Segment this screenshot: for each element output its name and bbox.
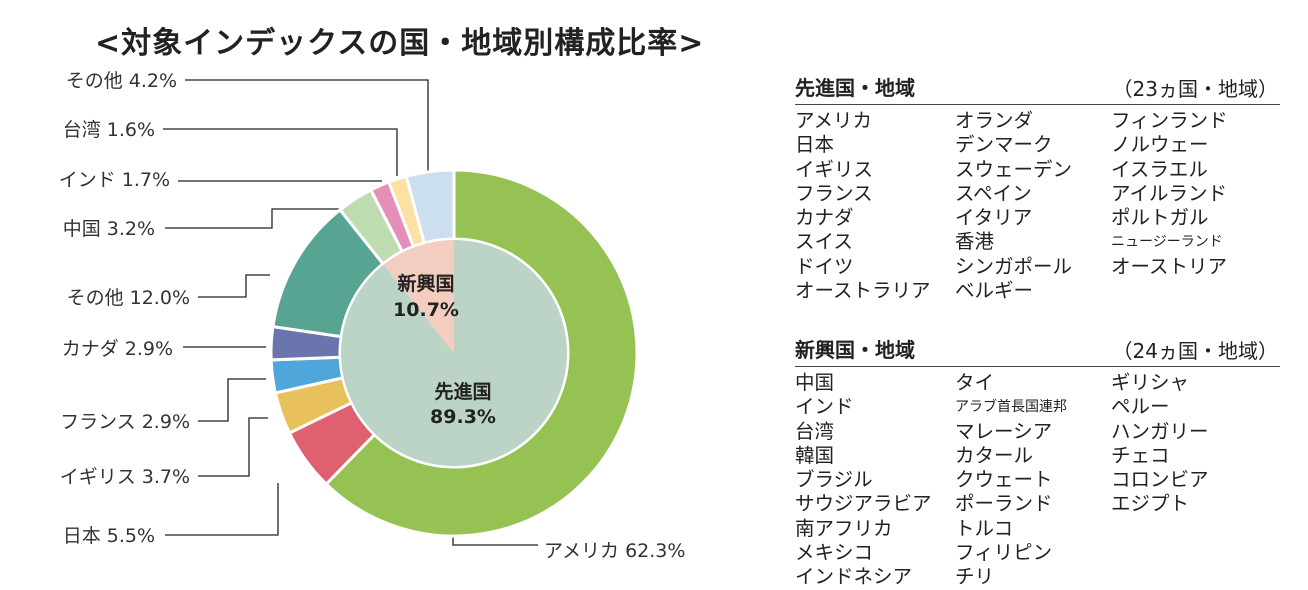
emerging-country-item: ペルー	[1111, 395, 1170, 419]
developed-country-item: イギリス	[795, 157, 874, 181]
leader-line-1	[165, 483, 279, 536]
developed-title: 先進国・地域	[795, 76, 915, 100]
developed-column-0: アメリカ 日本 イギリス フランス カナダ スイス ドイツ オーストラリア	[795, 109, 931, 303]
developed-country-item: デンマーク	[955, 133, 1053, 157]
emerging-country-item: トルコ	[955, 516, 1014, 540]
emerging-country-item: エジプト	[1111, 492, 1190, 516]
donut-chart: 先進国 89.3% 新興国 10.7% アメリカ 62.3% 日本 5.5% イギリス 3.…	[59, 70, 686, 562]
emerging-country-item: チリ	[955, 565, 995, 589]
emerging-country-item: 南アフリカ	[795, 516, 893, 540]
emerging-country-item: ブラジル	[795, 468, 873, 492]
emerging-country-item: ギリシャ	[1111, 371, 1190, 394]
developed-country-item: ノルウェー	[1111, 133, 1209, 157]
developed-country-item: フランス	[795, 181, 873, 205]
emerging-country-item: マレーシア	[955, 419, 1053, 443]
leader-line-8	[163, 128, 398, 176]
developed-count: （23ヵ国・地域）	[1112, 77, 1278, 101]
outer-ring	[269, 168, 639, 538]
developed-country-item: スペイン	[955, 181, 1032, 205]
emerging-country-item: 台湾	[795, 419, 835, 443]
leader-line-9	[185, 79, 429, 173]
emerging-country-item: サウジアラビア	[795, 492, 932, 516]
slice-labels: 先進国 89.3% 新興国 10.7% アメリカ 62.3% 日本 5.5% イギリス 3.…	[59, 70, 686, 562]
developed-country-item: シンガポール	[955, 254, 1073, 278]
developed-country-item: アイルランド	[1111, 181, 1228, 205]
developed-country-item: オーストラリア	[795, 279, 931, 303]
developed-country-item: スウェーデン	[955, 157, 1073, 181]
emerging-country-item: 中国	[795, 371, 835, 394]
emerging-country-item: フィリピン	[955, 541, 1053, 565]
emerging-country-item: ポーランド	[955, 492, 1053, 516]
developed-country-item: フィンランド	[1111, 109, 1228, 132]
emerging-country-item: カタール	[955, 443, 1034, 467]
developed-country-item: ドイツ	[795, 254, 854, 278]
outer-label-5: その他 12.0%	[67, 287, 190, 309]
leader-lines	[163, 79, 538, 546]
emerging-count: （24ヵ国・地域）	[1112, 339, 1278, 363]
developed-column-2: フィンランド ノルウェー イスラエル アイルランド ポルトガルニュージーランドオーストリ…	[1111, 109, 1228, 279]
developed-country-item: ポルトガル	[1111, 206, 1209, 230]
emerging-column-1: タイアラブ首長国連邦マレーシア カタール クウェート ポーランド トルコ フィリピン チリ	[955, 371, 1067, 590]
inner-label-value-0: 89.3%	[430, 406, 496, 428]
developed-country-item: 日本	[795, 133, 835, 157]
developed-country-item: オランダ	[955, 109, 1034, 132]
inner-slice-emerging	[383, 240, 454, 353]
inner-pie	[341, 240, 567, 466]
emerging-country-item: 韓国	[795, 443, 835, 467]
outer-label-8: 台湾 1.6%	[63, 119, 155, 141]
developed-group: 先進国・地域 （23ヵ国・地域） アメリカ 日本 イギリス フランス カナダ スイス ドイツ…	[795, 72, 1280, 302]
inner-slice-developed	[341, 240, 567, 466]
emerging-country-item: クウェート	[955, 468, 1053, 492]
emerging-country-item: ハンガリー	[1111, 419, 1209, 443]
outer-label-1: 日本 5.5%	[63, 525, 155, 547]
emerging-country-item: コロンビア	[1111, 468, 1209, 492]
inner-label-name-1: 新興国	[397, 272, 454, 295]
outer-slice-9	[404, 168, 456, 245]
leader-line-6	[165, 208, 343, 229]
developed-country-item: 香港	[955, 230, 995, 254]
developed-country-item: イスラエル	[1111, 157, 1208, 181]
outer-label-9: その他 4.2%	[66, 70, 177, 92]
outer-slice-0	[324, 168, 639, 538]
emerging-country-item: インド	[795, 395, 854, 419]
emerging-country-item: メキシコ	[795, 541, 874, 565]
developed-country-item: イタリア	[955, 206, 1033, 230]
emerging-group: 新興国・地域 （24ヵ国・地域） 中国 インド 台湾 韓国 ブラジル サウジアラビア 南アフ…	[795, 334, 1280, 588]
leader-line-3	[198, 378, 266, 422]
developed-country-item: オーストリア	[1111, 254, 1228, 278]
outer-label-6: 中国 3.2%	[63, 218, 155, 240]
developed-column-1: オランダ デンマーク スウェーデン スペイン イタリア 香港 シンガポール ベルギー	[955, 109, 1072, 303]
leader-line-2	[198, 417, 268, 477]
outer-label-0: アメリカ 62.3%	[544, 540, 685, 562]
emerging-country-item: チェコ	[1111, 443, 1170, 467]
developed-country-item: スイス	[795, 230, 853, 254]
emerging-country-item: インドネシア	[795, 565, 913, 589]
developed-country-item: ニュージーランド	[1111, 234, 1223, 251]
leader-line-5	[198, 274, 270, 298]
emerging-column-2: ギリシャ ペルー ハンガリー チェコ コロンビア エジプト	[1111, 371, 1209, 517]
outer-label-2: イギリス 3.7%	[60, 466, 190, 488]
emerging-country-item: アラブ首長国連邦	[955, 399, 1067, 416]
emerging-title: 新興国・地域	[795, 338, 915, 362]
developed-country-item: ベルギー	[955, 279, 1034, 303]
outer-label-3: フランス 2.9%	[60, 411, 190, 433]
emerging-column-0: 中国 インド 台湾 韓国 ブラジル サウジアラビア 南アフリカ メキシコ インドネシア	[795, 371, 932, 590]
emerging-country-item: タイ	[955, 371, 995, 394]
outer-label-4: カナダ 2.9%	[62, 338, 173, 360]
inner-label-value-1: 10.7%	[393, 299, 459, 321]
developed-country-item: カナダ	[795, 206, 854, 230]
outer-label-7: インド 1.7%	[59, 169, 170, 191]
developed-country-item: アメリカ	[795, 109, 873, 132]
inner-label-name-0: 先進国	[434, 380, 491, 403]
chart-title: <対象インデックスの国・地域別構成比率>	[95, 26, 705, 61]
